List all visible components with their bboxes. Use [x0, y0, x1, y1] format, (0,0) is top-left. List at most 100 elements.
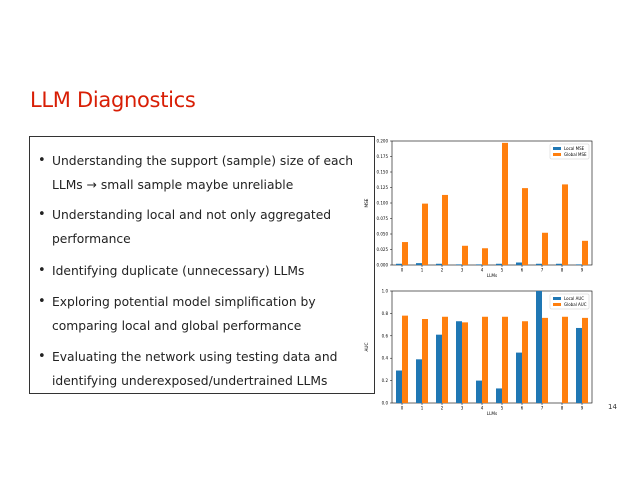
bar-global	[462, 245, 468, 265]
x-tick-label: 3	[461, 268, 464, 273]
y-tick-label: 0.150	[377, 170, 389, 175]
mse-bar-chart: 0.000 0.025 0.050 0.075 0.100 0.125 0.150 0.175…	[364, 139, 593, 278]
y-tick-label: 0.075	[377, 216, 389, 221]
x-tick-label: 9	[581, 268, 584, 273]
x-tick-label: 9	[581, 406, 584, 411]
bullet-item: • Evaluating the network using testing d…	[38, 345, 358, 393]
bar-local	[416, 263, 422, 265]
bar-local	[576, 327, 582, 403]
legend-swatch	[553, 147, 561, 150]
bar-local	[496, 263, 502, 265]
legend-swatch	[553, 153, 561, 156]
x-tick-label: 8	[561, 268, 564, 273]
bullet-dot-icon: •	[38, 153, 46, 168]
bullet-item: • Identifying duplicate (unnecessary) LL…	[38, 259, 358, 283]
bar-global	[522, 188, 528, 265]
legend-swatch	[553, 297, 561, 300]
x-axis-label: LLMs	[487, 273, 497, 278]
y-tick-label: 0.8	[382, 311, 389, 316]
x-axis-label: LLMs	[487, 411, 497, 416]
bar-local	[476, 380, 482, 403]
x-tick-label: 5	[501, 406, 504, 411]
y-axis-label: AUC	[364, 343, 369, 352]
bar-local	[416, 359, 422, 403]
y-tick-label: 0.100	[377, 201, 389, 206]
y-tick-label: 0.200	[377, 139, 389, 144]
bar-global	[482, 316, 488, 403]
bar-local	[576, 264, 582, 265]
bar-global	[562, 316, 568, 403]
legend-label: Local AUC	[564, 296, 584, 301]
bullet-text: Identifying duplicate (unnecessary) LLMs	[52, 264, 305, 278]
x-tick-label: 4	[481, 268, 484, 273]
bar-global	[422, 203, 428, 265]
bar-local	[516, 352, 522, 403]
slide-title: LLM Diagnostics	[30, 88, 196, 112]
y-tick-label: 0.6	[382, 333, 389, 338]
x-tick-label: 8	[561, 406, 564, 411]
y-tick-label: 0.025	[377, 247, 389, 252]
bullet-item: • Understanding local and not only aggre…	[38, 203, 358, 251]
bullet-box: • Understanding the support (sample) siz…	[29, 136, 375, 394]
bullet-text: Understanding the support (sample) size …	[52, 154, 354, 192]
legend-label: Local MSE	[564, 146, 585, 151]
bullet-dot-icon: •	[38, 349, 46, 364]
x-tick-label: 0	[401, 406, 404, 411]
bar-global	[542, 317, 548, 403]
bar-global	[542, 232, 548, 265]
bullet-dot-icon: •	[38, 263, 46, 278]
bar-global	[402, 242, 408, 265]
auc-bar-chart: 0.0 0.2 0.4 0.6 0.8 1.0 0 1 2 3 4 5 6 7 8 9 LLMs AUC Local…	[364, 289, 593, 416]
y-tick-label: 0.4	[382, 356, 389, 361]
y-tick-label: 0.050	[377, 232, 389, 237]
bar-global	[502, 316, 508, 403]
bullet-item: • Understanding the support (sample) siz…	[38, 149, 358, 197]
page-number: 14	[608, 403, 617, 411]
bar-global	[562, 184, 568, 265]
bullet-text: Understanding local and not only aggrega…	[52, 208, 332, 246]
bar-local	[396, 370, 402, 403]
x-tick-label: 1	[421, 406, 424, 411]
y-tick-label: 0.000	[377, 263, 389, 268]
bar-local	[476, 264, 482, 265]
x-tick-label: 6	[521, 406, 524, 411]
bar-local	[436, 263, 442, 265]
plot-frame	[391, 290, 593, 404]
bar-local	[436, 334, 442, 403]
y-tick-label: 0.175	[377, 154, 389, 159]
bar-local	[396, 263, 402, 265]
y-tick-label: 0.2	[382, 378, 389, 383]
bar-local	[536, 263, 542, 265]
bar-local	[496, 388, 502, 403]
x-tick-label: 4	[481, 406, 484, 411]
bar-global	[502, 142, 508, 265]
bar-global	[582, 317, 588, 403]
x-tick-label: 7	[541, 268, 544, 273]
bar-local	[456, 264, 462, 265]
bullet-text: Exploring potential model simplification…	[52, 295, 316, 333]
bar-global	[442, 194, 448, 265]
x-tick-label: 3	[461, 406, 464, 411]
x-tick-label: 2	[441, 406, 444, 411]
bar-global	[442, 316, 448, 403]
y-tick-label: 0.0	[382, 401, 389, 406]
bullet-dot-icon: •	[38, 294, 46, 309]
y-tick-label: 0.125	[377, 185, 389, 190]
bar-global	[482, 248, 488, 265]
legend-label: Global MSE	[564, 152, 587, 157]
bar-global	[522, 321, 528, 403]
x-tick-label: 1	[421, 268, 424, 273]
x-tick-label: 7	[541, 406, 544, 411]
bar-global	[462, 322, 468, 403]
bar-global	[422, 319, 428, 403]
bar-local	[536, 291, 542, 403]
x-tick-label: 0	[401, 268, 404, 273]
y-tick-label: 1.0	[382, 289, 389, 294]
bullet-text: Evaluating the network using testing dat…	[52, 350, 338, 388]
bar-local	[456, 321, 462, 403]
bar-local	[516, 262, 522, 265]
bar-global	[582, 240, 588, 265]
legend-label: Global AUC	[564, 302, 587, 307]
y-axis-label: MSE	[364, 198, 369, 207]
x-tick-label: 2	[441, 268, 444, 273]
